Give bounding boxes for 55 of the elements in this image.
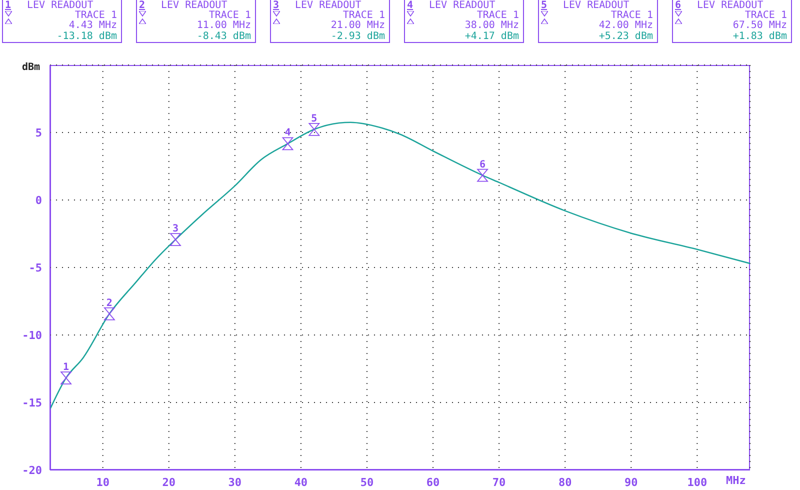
text: -2.93 dBm xyxy=(330,30,385,42)
text: 38.00 MHz xyxy=(464,20,519,31)
y-tick-label: -5 xyxy=(28,261,42,274)
text: 3 xyxy=(273,0,280,11)
text: 4 xyxy=(407,0,414,11)
y-tick-label: 5 xyxy=(35,126,42,140)
y-tick-label: 0 xyxy=(35,194,42,207)
text: +4.17 dBm xyxy=(464,30,519,42)
text: 67.50 MHz xyxy=(732,20,787,31)
text: 6 xyxy=(675,0,682,11)
text: -13.18 dBm xyxy=(56,30,117,42)
text: -8.43 dBm xyxy=(196,30,251,42)
x-tick-label: 20 xyxy=(162,476,176,489)
text: TRACE 1 xyxy=(744,10,787,20)
text: LEV READOUT xyxy=(563,0,630,11)
text: 5 xyxy=(541,0,548,11)
text: LEV READOUT xyxy=(295,0,362,11)
text: LEV READOUT xyxy=(27,0,94,11)
text: LEV READOUT xyxy=(429,0,496,11)
text: +5.23 dBm xyxy=(598,30,653,42)
text: TRACE 1 xyxy=(208,10,251,20)
annotation: 1 xyxy=(63,362,70,373)
y-tick-label: -15 xyxy=(22,396,42,410)
annotation: 5 xyxy=(311,113,318,124)
x-tick-label: 30 xyxy=(228,476,242,489)
x-tick-label: 100 xyxy=(687,476,708,489)
x-tick-label: 10 xyxy=(96,476,110,489)
text: 21.00 MHz xyxy=(330,20,385,31)
text: TRACE 1 xyxy=(342,10,385,20)
text: 1 xyxy=(5,0,12,11)
annotation: 3 xyxy=(172,224,178,235)
y-axis-title: dBm xyxy=(22,62,40,73)
x-tick-label: 70 xyxy=(492,476,506,489)
y-tick-label: -10 xyxy=(22,328,42,342)
text: 42.00 MHz xyxy=(598,20,653,31)
annotation: 4 xyxy=(284,128,291,139)
annotation: 6 xyxy=(480,159,486,170)
line-series xyxy=(50,122,750,410)
x-tick-label: 60 xyxy=(426,476,440,489)
text: 2 xyxy=(139,0,146,11)
text: TRACE 1 xyxy=(610,10,653,20)
text: 11.00 MHz xyxy=(196,20,251,31)
text: +1.83 dBm xyxy=(732,30,787,42)
text: TRACE 1 xyxy=(476,10,519,20)
x-axis-title: MHz xyxy=(726,474,746,487)
x-tick-label: 90 xyxy=(624,476,638,489)
x-tick-label: 50 xyxy=(360,476,374,489)
text: LEV READOUT xyxy=(697,0,764,11)
x-tick-label: 40 xyxy=(294,476,308,489)
text: LEV READOUT xyxy=(161,0,228,11)
annotation: 2 xyxy=(106,298,112,309)
text: 4.43 MHz xyxy=(68,20,117,31)
y-tick-label: -20 xyxy=(22,464,42,477)
x-tick-label: 80 xyxy=(558,476,572,489)
text: TRACE 1 xyxy=(74,10,117,20)
